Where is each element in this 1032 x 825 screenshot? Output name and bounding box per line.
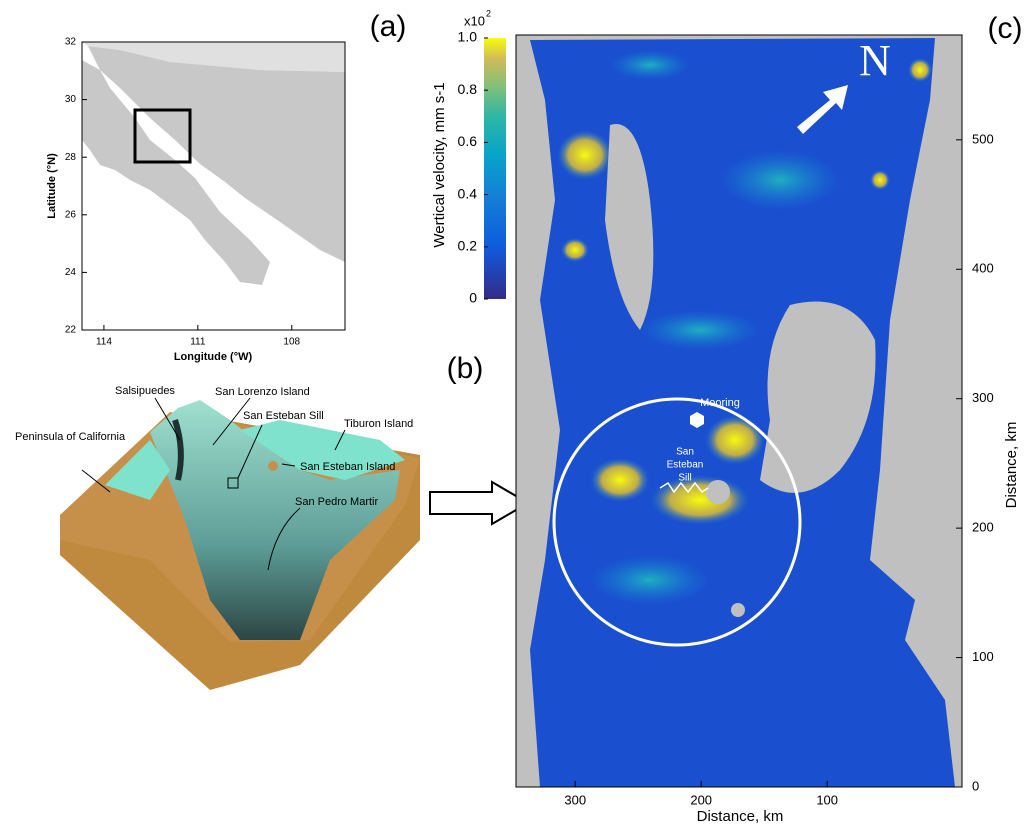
- panel-label: (c): [988, 12, 1023, 45]
- place-label: San Pedro Martir: [295, 496, 378, 508]
- panel-label: (b): [447, 352, 484, 385]
- y-tick-label: 200: [972, 520, 994, 535]
- colorbar-tick-label: 0.8: [458, 81, 478, 97]
- place-label: Peninsula of California: [15, 431, 126, 443]
- y-tick-label: 32: [65, 37, 77, 48]
- place-label: San Lorenzo Island: [215, 386, 310, 398]
- y-axis-title: Distance, km: [1003, 422, 1020, 509]
- panel-label: (a): [370, 10, 407, 43]
- north-label: N: [859, 36, 891, 85]
- y-tick-label: 100: [972, 649, 994, 664]
- x-tick-label: 200: [690, 792, 712, 807]
- arrow: [430, 482, 528, 524]
- x-tick-label: 111: [190, 337, 206, 348]
- annotation: Mooring: [700, 397, 740, 409]
- y-tick-label: 0: [972, 778, 979, 793]
- colorbar-tick-label: 0.6: [458, 133, 478, 149]
- colorbar: [484, 38, 506, 299]
- y-tick-label: 30: [65, 94, 77, 105]
- y-tick-label: 400: [972, 261, 994, 276]
- panel-b: Salsipuedes San Lorenzo Island San Esteb…: [15, 352, 528, 690]
- y-tick-label: 26: [65, 209, 77, 220]
- annotation: Esteban: [667, 460, 704, 471]
- annotation: Sill: [678, 473, 691, 484]
- annotation: San: [676, 447, 694, 458]
- x-tick-label: 100: [816, 792, 838, 807]
- y-tick-label: 22: [65, 325, 77, 336]
- colorbar-tick-label: 0.4: [458, 185, 478, 201]
- y-tick-label: 500: [972, 131, 994, 146]
- colorbar-exponent: 2: [486, 8, 491, 18]
- colorbar-tick-label: 0.2: [458, 238, 478, 254]
- colorbar-multiplier: x10: [464, 13, 485, 28]
- place-label: Tiburon Island: [344, 418, 413, 430]
- y-tick-label: 28: [65, 152, 77, 163]
- x-axis-title: Distance, km: [697, 808, 784, 825]
- y-tick-label: 300: [972, 390, 994, 405]
- x-tick-label: 300: [564, 792, 586, 807]
- x-tick-label: 114: [96, 337, 112, 348]
- colorbar-tick-label: 0: [469, 290, 477, 306]
- place-label: San Esteban Island: [300, 461, 395, 473]
- colorbar-tick-label: 1.0: [458, 29, 478, 45]
- island: [268, 461, 278, 471]
- island: [706, 480, 730, 504]
- x-axis-title: Longitude (°W): [174, 351, 253, 363]
- figure: (a) Longitude (°W) Latitude (°N) 114 111 1…: [0, 0, 1032, 825]
- y-axis-title: Latitude (°N): [46, 153, 58, 219]
- y-tick-label: 24: [65, 267, 77, 278]
- colorbar-title: Wertical velocity, mm s-1: [431, 82, 448, 247]
- panel-c: Mooring San Esteban Sill N (c) Distance,…: [431, 8, 1023, 825]
- panel-a: (a) Longitude (°W) Latitude (°N) 114 111 1…: [46, 10, 406, 363]
- place-label: Salsipuedes: [115, 385, 175, 397]
- x-tick-label: 108: [283, 337, 300, 348]
- island: [731, 603, 745, 617]
- place-label: San Esteban Sill: [243, 410, 324, 422]
